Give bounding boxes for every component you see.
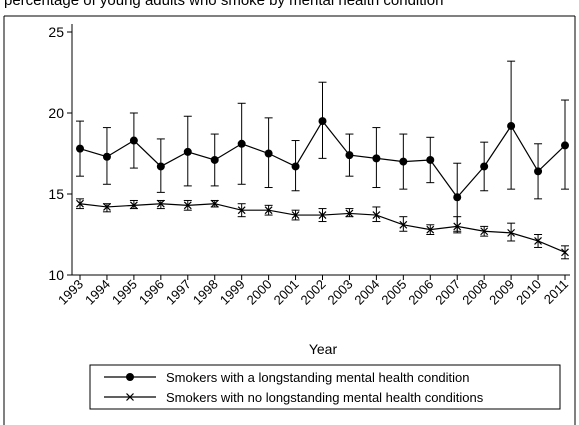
data-point	[76, 199, 84, 208]
data-point	[183, 201, 192, 210]
header-text: percentage of young adults who smoke by …	[0, 0, 579, 14]
legend: Smokers with a longstanding mental healt…	[89, 364, 561, 410]
data-point	[264, 149, 273, 158]
data-point	[534, 237, 542, 245]
data-point	[480, 162, 489, 171]
x-tick-label: 2006	[405, 277, 436, 308]
data-point	[264, 206, 273, 215]
data-point	[345, 209, 354, 218]
data-point-x-stroke	[103, 203, 111, 211]
header-text-label: percentage of young adults who smoke by …	[4, 0, 444, 9]
data-point-x-stroke	[561, 248, 569, 257]
x-tick-label: 1997	[163, 277, 194, 308]
x-tick-label: 1996	[136, 277, 167, 308]
data-point	[399, 220, 408, 229]
series-1	[76, 60, 569, 232]
data-point	[210, 199, 219, 208]
data-point-x-stroke	[76, 199, 84, 208]
data-point	[102, 152, 111, 161]
data-point	[156, 162, 165, 171]
x-tick-label: 2009	[486, 277, 517, 308]
legend-marker-stroke	[126, 393, 134, 401]
data-point	[534, 167, 543, 176]
y-tick-label: 15	[48, 186, 64, 202]
legend-item-2: Smokers with no longstanding mental heal…	[104, 390, 484, 405]
data-point	[399, 157, 408, 166]
x-tick-label: 1994	[82, 277, 113, 308]
x-tick-label: 2010	[513, 277, 544, 308]
data-point	[318, 211, 327, 219]
y-tick-label: 20	[48, 105, 64, 121]
data-point	[210, 155, 219, 164]
x-tick-label: 2004	[351, 277, 382, 308]
data-point-x-stroke	[183, 201, 192, 210]
legend-box	[89, 364, 561, 410]
x-tick-label: 1999	[217, 277, 248, 308]
data-point-x-stroke	[237, 206, 246, 215]
series-2	[76, 198, 569, 260]
data-point	[291, 211, 300, 219]
data-point	[291, 162, 300, 171]
data-point	[372, 211, 381, 219]
data-point-x-stroke	[534, 237, 542, 245]
data-point	[156, 199, 165, 208]
legend-marker	[126, 393, 134, 401]
series-layer	[76, 60, 569, 260]
data-point	[76, 144, 84, 153]
data-point	[129, 136, 138, 145]
data-point	[453, 222, 462, 231]
data-point	[453, 193, 462, 202]
legend-item-1: Smokers with a longstanding mental healt…	[104, 370, 470, 385]
data-point	[480, 227, 489, 236]
data-point	[507, 121, 516, 130]
data-point-x-stroke	[345, 209, 354, 218]
legend-marker	[126, 373, 134, 381]
data-point-x-stroke	[318, 211, 327, 219]
data-point-x-stroke	[156, 199, 165, 208]
x-tick-label: 2002	[298, 277, 329, 308]
data-point	[426, 225, 435, 234]
data-point-x-stroke	[129, 201, 138, 210]
y-tick-label: 10	[48, 267, 64, 283]
x-tick-label: 2011	[541, 277, 571, 307]
x-tick-label: 2000	[244, 277, 275, 308]
data-point-x-stroke	[507, 228, 516, 237]
data-point-x-stroke	[426, 225, 435, 234]
data-point	[318, 117, 327, 126]
data-point	[103, 203, 111, 211]
x-tick-label: 2007	[432, 277, 463, 308]
data-point	[372, 154, 381, 163]
data-point	[183, 147, 192, 156]
data-point-x-stroke	[210, 199, 219, 208]
axes: 1015202519931994199519961997199819992000…	[48, 24, 571, 308]
data-point	[237, 139, 246, 148]
legend-label: Smokers with a longstanding mental healt…	[166, 370, 470, 385]
data-point	[507, 228, 516, 237]
x-tick-label: 2008	[459, 277, 490, 308]
data-point	[129, 201, 138, 210]
data-point	[345, 151, 354, 160]
data-point-x-stroke	[399, 220, 408, 229]
legend-label: Smokers with no longstanding mental heal…	[166, 390, 484, 405]
x-tick-label: 1998	[190, 277, 221, 308]
x-tick-label: 1995	[109, 277, 140, 308]
data-point-x-stroke	[480, 227, 489, 236]
data-point-x-stroke	[291, 211, 300, 219]
y-tick-label: 25	[48, 24, 64, 40]
x-tick-label: 2005	[378, 277, 409, 308]
x-tick-label: 2003	[325, 277, 356, 308]
data-point	[561, 248, 569, 257]
x-axis-label: Year	[309, 341, 338, 357]
x-tick-label: 2001	[271, 277, 302, 308]
data-point	[237, 206, 246, 215]
data-point-x-stroke	[372, 211, 381, 219]
data-point-x-stroke	[264, 206, 273, 215]
data-point	[561, 141, 569, 150]
data-point-x-stroke	[453, 222, 462, 231]
data-point	[426, 155, 435, 164]
